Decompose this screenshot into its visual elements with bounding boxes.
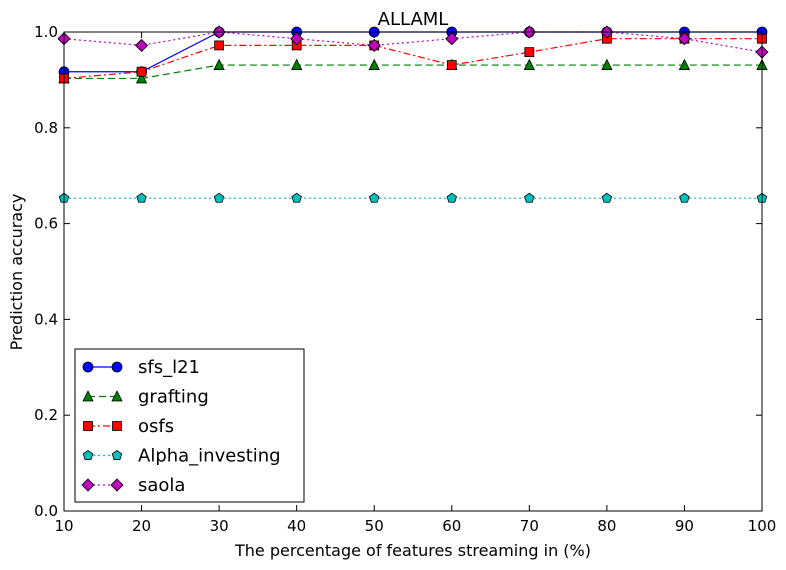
- data-point: [291, 192, 302, 203]
- legend-marker: [111, 450, 123, 460]
- y-tick-label: 0.2: [34, 406, 58, 424]
- legend-label: osfs: [138, 416, 174, 437]
- legend-item: osfs: [83, 416, 174, 437]
- plot-frame: [63, 31, 763, 512]
- y-tick-label: 0.0: [34, 502, 58, 520]
- legend-label: sfs_l21: [138, 357, 200, 378]
- data-point: [446, 192, 457, 203]
- legend-marker: [111, 390, 123, 402]
- y-tick-label: 0.8: [34, 119, 58, 137]
- data-point: [601, 58, 613, 70]
- x-tick-label: 10: [54, 517, 73, 535]
- series-Alpha_investing: [58, 192, 768, 203]
- legend-marker: [112, 421, 122, 431]
- x-tick-label: 80: [597, 517, 616, 535]
- data-point: [213, 58, 225, 70]
- x-tick-label: 40: [287, 517, 306, 535]
- data-point: [369, 192, 380, 203]
- x-tick-label: 30: [210, 517, 229, 535]
- data-point: [368, 58, 380, 70]
- x-tick-label: 70: [520, 517, 539, 535]
- data-point: [677, 32, 692, 46]
- x-tick-label: 90: [675, 517, 694, 535]
- data-point: [290, 32, 304, 46]
- y-tick-label: 1.0: [34, 23, 58, 41]
- chart-title: ALLAML: [378, 9, 449, 30]
- data-point: [524, 192, 535, 203]
- data-point: [445, 32, 459, 46]
- legend-item: saola: [81, 475, 185, 496]
- legend-marker: [82, 450, 94, 460]
- series-line: [63, 38, 762, 80]
- x-axis-title: The percentage of features streaming in …: [234, 541, 591, 560]
- legend-marker: [81, 478, 95, 492]
- data-point: [136, 66, 147, 77]
- data-point: [524, 47, 535, 58]
- data-point: [446, 60, 457, 70]
- legend-item: Alpha_investing: [82, 446, 281, 467]
- legend-label: saola: [138, 475, 185, 496]
- x-tick-label: 100: [748, 517, 777, 535]
- legend-label: grafting: [138, 387, 209, 408]
- series-grafting: [58, 58, 768, 84]
- data-point: [136, 192, 147, 203]
- data-point: [601, 192, 613, 203]
- legend-label: Alpha_investing: [138, 446, 281, 467]
- data-point: [523, 58, 535, 70]
- data-point: [214, 40, 225, 51]
- series-line: [64, 31, 762, 73]
- series-line: [64, 64, 762, 80]
- data-point: [135, 72, 148, 84]
- legend-marker: [82, 390, 94, 402]
- legend-item: sfs_l21: [82, 357, 200, 378]
- legend-item: grafting: [82, 387, 209, 408]
- legend-marker: [111, 361, 123, 373]
- series-saola: [57, 25, 769, 59]
- y-tick-label: 0.4: [34, 310, 58, 328]
- legend-marker: [83, 421, 93, 431]
- x-tick-label: 50: [365, 517, 384, 535]
- data-point: [678, 58, 691, 70]
- y-axis-title: Prediction accuracy: [7, 194, 26, 351]
- data-point: [367, 38, 381, 52]
- legend-marker: [82, 361, 94, 373]
- data-point: [679, 192, 690, 203]
- legend-marker: [110, 478, 124, 492]
- x-tick-label: 60: [442, 517, 461, 535]
- y-tick-label: 0.6: [34, 215, 58, 233]
- data-point: [291, 58, 303, 70]
- data-point: [134, 38, 149, 52]
- x-tick-label: 20: [132, 517, 151, 535]
- data-point: [213, 192, 225, 203]
- series-sfs_l21: [58, 26, 768, 78]
- series-line: [63, 31, 763, 53]
